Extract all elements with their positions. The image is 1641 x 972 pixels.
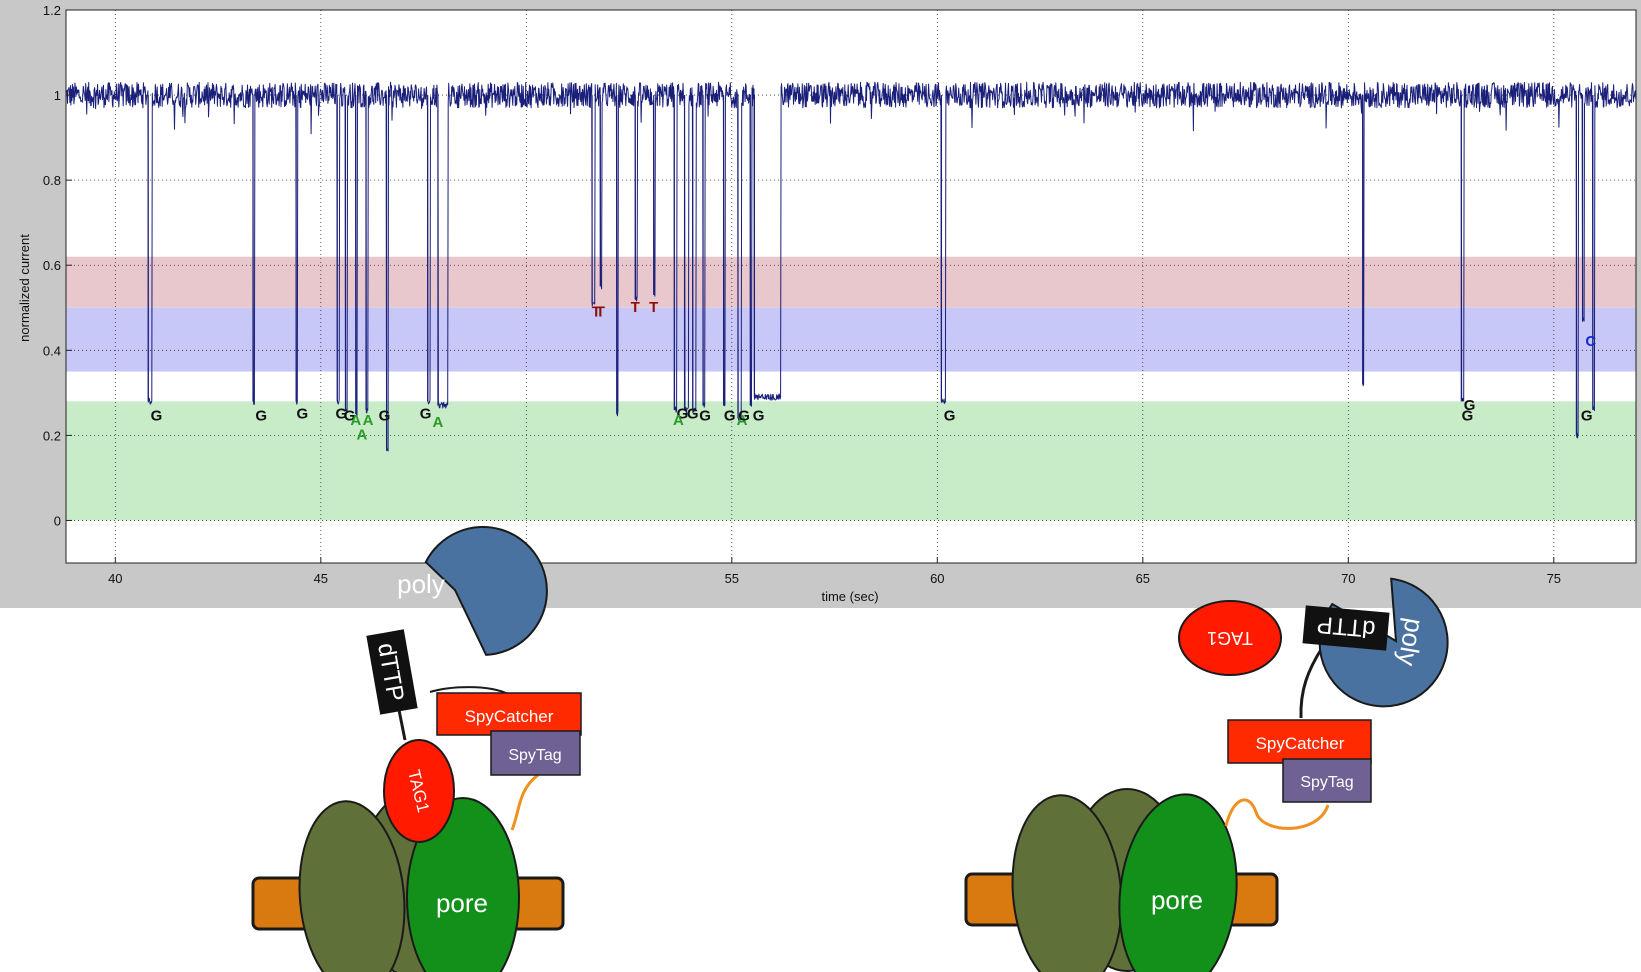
base-label-17: G [687,405,699,422]
tag1-left [383,739,455,843]
tag1-label-right: TAG1 [1207,628,1253,648]
base-label-7: A [356,427,367,444]
spycatcher-label-right: SpyCatcher [1256,734,1345,753]
base-label-2: G [296,405,308,422]
base-label-27: G [1581,407,1593,424]
dttp-block-right [1302,605,1390,651]
x-tick-label-4: 60 [930,571,944,586]
pore-right [1118,793,1238,972]
base-label-6: A [363,412,374,429]
poly-label-left: poly [397,569,445,599]
level-bands [66,256,1636,521]
pore-subunit-front-left [298,800,406,972]
base-label-0: G [151,407,163,424]
base-label-3: G [336,405,348,422]
base-label-23: G [944,407,956,424]
plot-frame [65,9,1637,564]
base-label-1: G [255,407,267,424]
base-label-14: T [649,299,658,316]
y-axis-ticks: 0 0.2 0.4 0.6 0.8 1 1.2 [43,3,72,528]
level-band-0 [66,256,1636,308]
spycatcher-left [436,692,582,736]
spytag-label-left: SpyTag [508,747,561,764]
gridlines [66,9,1636,563]
base-label-26: C [1585,333,1596,350]
pore-label-right: pore [1151,885,1203,915]
x-tick-label-7: 75 [1547,571,1561,586]
base-label-9: G [420,405,432,422]
base-label-15: G [677,405,689,422]
spytag-left [490,730,581,776]
tether-top-left [429,686,511,696]
x-tick-label-6: 70 [1341,571,1355,586]
y-tick-label-2: 0.4 [43,343,61,358]
y-tick-label-3: 0.6 [43,258,61,273]
base-label-4: G [344,407,356,424]
pore-left [406,797,520,972]
y-tick-label-6: 1.2 [43,3,61,18]
series-current-trace [65,81,1637,452]
base-label-18: G [699,407,711,424]
x-axis-label: time (sec) [821,589,878,604]
base-label-20: A [737,412,748,429]
base-label-24: G [1464,397,1476,414]
diagram-right: pore poly dTTP TAG1 SpyCatcher SpyTag [964,577,1449,972]
x-tick-label-0: 40 [108,571,122,586]
base-label-21: G [738,407,750,424]
base-label-25: G [1462,407,1474,424]
y-tick-label-0: 0 [54,513,61,528]
flexible-linker-left [510,773,539,831]
pore-label-left: pore [436,888,488,918]
spytag-right [1282,758,1372,803]
y-tick-label-4: 0.8 [43,173,61,188]
x-tick-label-1: 45 [314,571,328,586]
base-label-19: G [724,407,736,424]
dttp-block-left [366,629,418,715]
base-label-16: A [673,412,684,429]
spycatcher-right [1227,719,1372,764]
level-band-1 [66,307,1636,372]
base-label-5: A [350,412,361,429]
base-label-12: T [596,303,605,320]
base-label-11: T [592,303,601,320]
flexible-linker-right [1224,798,1330,830]
spycatcher-label-left: SpyCatcher [465,707,554,726]
y-axis-label: normalized current [17,234,32,342]
y-tick-label-5: 1 [54,88,61,103]
blockade-events [147,95,1594,449]
base-label-13: T [631,299,640,316]
diagram-left: pore poly dTTP TAG1 SpyCatcher SpyTag [251,525,582,972]
x-tick-label-3: 55 [725,571,739,586]
x-tick-label-5: 65 [1136,571,1150,586]
spytag-label-right: SpyTag [1300,774,1353,791]
level-band-2 [66,401,1636,521]
tag1-right [1178,600,1282,676]
base-label-10: A [433,414,444,431]
poly-left [424,525,548,656]
base-label-22: G [753,407,765,424]
dttp-label-right: dTTP [1316,610,1377,642]
y-tick-label-1: 0.2 [43,428,61,443]
tether-right [1299,647,1324,719]
base-label-8: G [379,407,391,424]
